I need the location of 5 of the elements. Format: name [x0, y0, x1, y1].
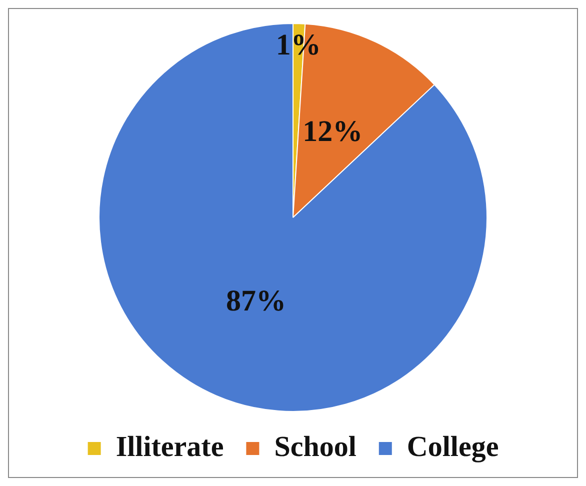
data-label: 12% [302, 114, 363, 148]
data-label: 87% [226, 284, 286, 318]
legend-label: School [274, 430, 356, 463]
legend-label: College [406, 430, 499, 463]
legend-label: Illiterate [116, 430, 224, 463]
